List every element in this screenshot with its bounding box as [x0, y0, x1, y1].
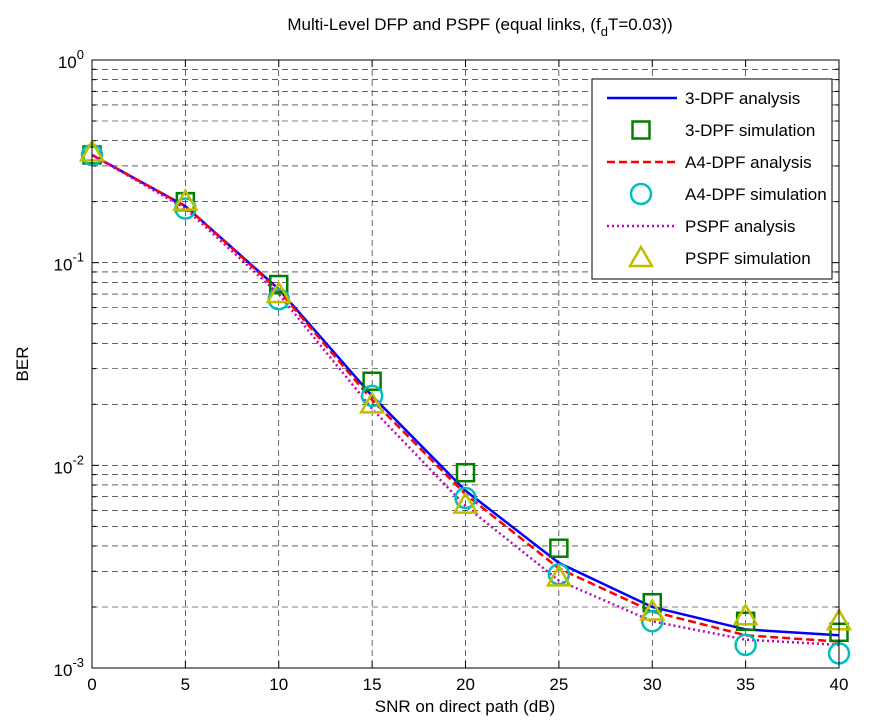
x-tick-label: 25 — [549, 675, 568, 694]
data-point-3-dpf-simulation — [362, 371, 382, 391]
plot-frame — [91, 59, 840, 669]
data-point-pspf-simulation — [172, 188, 199, 211]
legend-swatch-3-dpf-simulation — [631, 120, 651, 140]
x-axis-label: SNR on direct path (dB) — [375, 697, 555, 716]
data-point-pspf-simulation — [732, 602, 759, 626]
x-tick-label: 30 — [643, 675, 662, 694]
x-tick-label: 10 — [269, 675, 288, 694]
legend-swatch-a4-dpf-simulation — [629, 182, 653, 206]
y-tick-label: 10-1 — [54, 250, 84, 275]
series-line-pspf-analysis — [91, 153, 840, 647]
x-tick-labels: 0 5 10 15 20 25 30 35 40 — [87, 675, 848, 694]
y-tick-label: 10-2 — [54, 452, 84, 477]
legend-label: A4-DPF simulation — [685, 185, 827, 204]
series-layer — [78, 138, 853, 665]
x-tick-label: 5 — [181, 675, 190, 694]
data-point-pspf-simulation — [358, 390, 386, 414]
chart-title-subscript: d — [601, 24, 608, 39]
data-point-a4-dpf-simulation — [641, 610, 664, 633]
x-tick-label: 15 — [363, 675, 382, 694]
legend-label: 3-DPF analysis — [685, 89, 800, 108]
x-tick-label: 20 — [456, 675, 475, 694]
data-point-3-dpf-simulation — [455, 462, 476, 483]
legend-label: PSPF analysis — [685, 217, 796, 236]
data-point-a4-dpf-simulation — [360, 384, 384, 408]
data-point-a4-dpf-simulation — [454, 486, 477, 510]
legend-box — [591, 78, 833, 280]
data-point-3-dpf-simulation — [549, 538, 569, 558]
data-point-a4-dpf-simulation — [734, 633, 757, 657]
data-point-pspf-simulation — [639, 598, 666, 621]
data-point-pspf-simulation — [545, 563, 573, 587]
y-tick-labels: 10-3 10-2 10-1 100 — [54, 47, 84, 680]
y-tick-label: 10-3 — [54, 655, 84, 680]
y-axis-label: BER — [13, 347, 32, 382]
data-point-3-dpf-simulation — [269, 274, 289, 295]
legend: 3-DPF analysis 3-DPF simulation A4-DPF ana… — [591, 78, 833, 280]
legend-swatch-pspf-simulation — [627, 244, 655, 268]
y-tick-label: 100 — [58, 47, 84, 72]
chart-title: Multi-Level DFP and PSPF (equal links, (… — [287, 15, 672, 39]
legend-label: 3-DPF simulation — [685, 121, 815, 140]
legend-label: PSPF simulation — [685, 249, 811, 268]
x-tick-label: 35 — [736, 675, 755, 694]
data-point-pspf-simulation — [452, 491, 479, 514]
x-tick-label: 40 — [830, 675, 849, 694]
data-point-pspf-simulation — [265, 280, 292, 304]
chart-title-end: T=0.03)) — [608, 15, 673, 34]
legend-label: A4-DPF analysis — [685, 153, 812, 172]
x-tick-label: 0 — [87, 675, 96, 694]
